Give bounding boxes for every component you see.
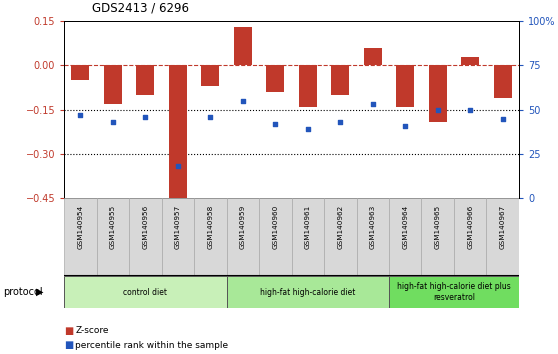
Bar — [299, 65, 317, 107]
Bar — [259, 198, 291, 276]
Bar — [104, 65, 122, 104]
Bar — [331, 65, 349, 95]
Text: GSM140966: GSM140966 — [467, 205, 473, 249]
Bar — [129, 198, 162, 276]
Text: GSM140954: GSM140954 — [78, 205, 83, 249]
Point — [238, 98, 247, 104]
Point — [401, 123, 410, 129]
Text: GSM140955: GSM140955 — [110, 205, 116, 249]
Point — [433, 107, 442, 113]
Text: control diet: control diet — [123, 287, 167, 297]
Point — [498, 116, 507, 121]
Text: high-fat high-calorie diet: high-fat high-calorie diet — [260, 287, 355, 297]
Point — [368, 102, 377, 107]
Bar — [291, 198, 324, 276]
Point — [304, 126, 312, 132]
Text: GSM140959: GSM140959 — [240, 205, 246, 249]
Bar — [234, 27, 252, 65]
Bar — [461, 57, 479, 65]
Text: GSM140967: GSM140967 — [500, 205, 506, 249]
Bar — [389, 276, 519, 308]
Text: high-fat high-calorie diet plus
resveratrol: high-fat high-calorie diet plus resverat… — [397, 282, 511, 302]
Bar — [364, 48, 382, 65]
Bar — [421, 198, 454, 276]
Text: GSM140965: GSM140965 — [435, 205, 441, 249]
Text: ■: ■ — [64, 326, 74, 336]
Point — [141, 114, 150, 120]
Point — [174, 164, 182, 169]
Bar — [324, 198, 357, 276]
Point — [466, 107, 475, 113]
Bar — [194, 198, 227, 276]
Bar — [64, 276, 227, 308]
Bar — [454, 198, 487, 276]
Text: GSM140958: GSM140958 — [208, 205, 213, 249]
Point — [76, 112, 85, 118]
Text: GSM140961: GSM140961 — [305, 205, 311, 249]
Text: Z-score: Z-score — [75, 326, 109, 336]
Bar — [389, 198, 421, 276]
Text: percentile rank within the sample: percentile rank within the sample — [75, 341, 228, 350]
Text: GSM140957: GSM140957 — [175, 205, 181, 249]
Bar — [357, 198, 389, 276]
Text: GSM140960: GSM140960 — [272, 205, 278, 249]
Text: ■: ■ — [64, 340, 74, 350]
Bar — [162, 198, 194, 276]
Bar — [266, 65, 284, 92]
Bar — [137, 65, 155, 95]
Point — [271, 121, 280, 127]
Bar — [487, 198, 519, 276]
Bar — [64, 198, 97, 276]
Bar — [97, 198, 129, 276]
Text: GDS2413 / 6296: GDS2413 / 6296 — [92, 1, 189, 14]
Bar — [71, 65, 89, 80]
Text: GSM140964: GSM140964 — [402, 205, 408, 249]
Bar — [429, 65, 446, 121]
Text: GSM140962: GSM140962 — [337, 205, 343, 249]
Text: GSM140956: GSM140956 — [142, 205, 148, 249]
Point — [108, 119, 117, 125]
Text: GSM140963: GSM140963 — [370, 205, 376, 249]
Text: protocol: protocol — [3, 287, 42, 297]
Bar — [494, 65, 512, 98]
Point — [336, 119, 345, 125]
Point — [206, 114, 215, 120]
Bar — [227, 198, 259, 276]
Bar — [169, 65, 187, 201]
Bar — [227, 276, 389, 308]
Text: ▶: ▶ — [36, 287, 44, 297]
Bar — [396, 65, 414, 107]
Bar — [201, 65, 219, 86]
